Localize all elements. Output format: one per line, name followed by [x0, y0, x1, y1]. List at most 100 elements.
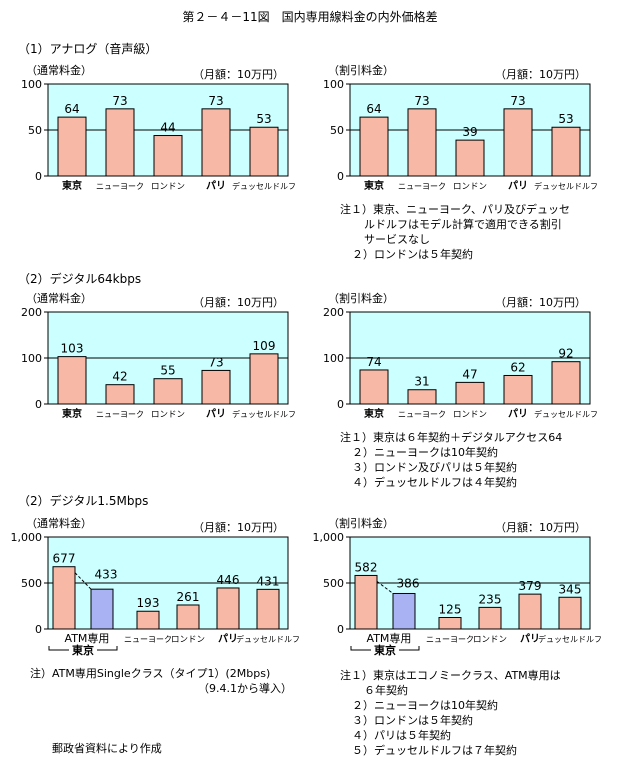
note-line: ３）ロンドンは５年契約: [352, 714, 473, 727]
bar: [438, 617, 462, 630]
note-line: ２）ニューヨークは10年契約: [352, 699, 498, 712]
value-label: 47: [462, 367, 477, 381]
value-label: 125: [439, 603, 462, 617]
category-label: ロンドン: [453, 182, 487, 192]
category-label: ニューヨーク: [398, 182, 446, 191]
y-tick-label: 0: [35, 170, 42, 183]
category-label: 東京: [364, 407, 384, 420]
bar: [90, 588, 114, 630]
analog-regular-chart: （通常料金） （月額：10万円） 0 50 100 64 東京 73 ニューヨーク 44 ロンドン 7…: [21, 63, 296, 192]
note-line: 注１）東京はエコノミークラス、ATM専用は: [340, 669, 561, 682]
bar: [551, 361, 581, 405]
y-tick-label: 100: [21, 352, 42, 365]
y-tick-label: 50: [330, 124, 344, 137]
category-label: パリ: [206, 180, 226, 192]
value-label: 433: [95, 568, 118, 582]
value-label: 64: [64, 102, 79, 116]
group-label: 東京: [374, 643, 396, 657]
value-label: 73: [414, 94, 429, 108]
value-label: 64: [366, 102, 381, 116]
bar: [201, 369, 231, 405]
chart-label: （割引料金）: [328, 63, 394, 77]
note-line: （9.4.1から導入）: [198, 682, 292, 695]
category-label: デュッセルドルフ: [232, 181, 296, 191]
value-label: 582: [355, 560, 378, 574]
unit-label: （月額：10万円）: [193, 521, 284, 534]
bar: [551, 126, 581, 177]
value-label: 193: [137, 596, 160, 610]
note-line: サービスなし: [364, 233, 430, 246]
category-label: ロンドン: [453, 410, 487, 420]
digital64-regular-chart: （通常料金） （月額：10万円） 0 100 200 103 東京 42 ニューヨーク 55 ロンド…: [21, 291, 296, 420]
category-label: パリ: [508, 408, 528, 420]
category-label: 東京: [62, 407, 82, 420]
section-label-digital-1-5m: （2）デジタル1.5Mbps: [18, 494, 149, 508]
note-line: ４）デュッセルドルフは４年契約: [352, 476, 517, 489]
chart-label: （通常料金）: [26, 63, 92, 77]
value-label: 53: [256, 112, 271, 126]
value-label: 235: [479, 592, 502, 606]
atm-label: ATM専用: [367, 632, 412, 645]
bar: [407, 389, 437, 405]
y-tick-label: 50: [28, 124, 42, 137]
category-label: パリ: [520, 633, 540, 645]
bar: [455, 381, 485, 405]
value-label: 62: [510, 360, 525, 374]
category-label: パリ: [508, 180, 528, 192]
chart-label: （通常料金）: [26, 516, 92, 530]
value-label: 73: [510, 94, 525, 108]
group-label: 東京: [72, 643, 94, 657]
chart-label: （割引料金）: [328, 291, 394, 305]
bar: [518, 593, 542, 630]
y-tick-label: 0: [337, 623, 344, 636]
digital64-discount-notes: 注１）東京は６年契約＋デジタルアクセス64 ２）ニューヨークは10年契約 ３）ロ…: [340, 430, 562, 490]
value-label: 103: [61, 342, 84, 356]
bar: [52, 566, 76, 630]
category-label: ロンドン: [473, 635, 507, 645]
category-label: 東京: [62, 179, 82, 192]
y-tick-label: 0: [337, 398, 344, 411]
y-tick-label: 100: [323, 78, 344, 91]
bar: [136, 610, 160, 630]
y-tick-label: 200: [323, 306, 344, 319]
unit-label: （月額：10万円）: [495, 521, 586, 534]
note-line: ６年契約: [364, 684, 408, 697]
y-tick-label: 1,000: [313, 531, 345, 544]
source-note: 郵政省資料により作成: [52, 742, 162, 755]
y-tick-label: 500: [323, 577, 344, 590]
unit-label: （月額：10万円）: [495, 296, 586, 309]
group-label-bg: [371, 644, 399, 656]
bar: [359, 369, 389, 405]
value-label: 261: [177, 590, 200, 604]
value-label: 44: [160, 121, 175, 135]
value-label: 42: [112, 370, 127, 384]
y-tick-label: 500: [21, 577, 42, 590]
category-label: デュッセルドルフ: [236, 634, 300, 644]
atm-connector: [74, 572, 92, 590]
y-tick-label: 100: [21, 78, 42, 91]
value-label: 345: [559, 582, 582, 596]
bar: [105, 108, 135, 177]
digital15-discount-chart: （割引料金） （月額：10万円） 0 500 1,000 582 386 125 ニューヨーク 2…: [313, 516, 603, 657]
bar: [176, 604, 200, 630]
chart-label: （割引料金）: [328, 516, 394, 530]
unit-label: （月額：10万円）: [193, 296, 284, 309]
value-label: 386: [397, 576, 420, 590]
category-label: デュッセルドルフ: [538, 634, 602, 644]
value-label: 31: [414, 375, 429, 389]
category-label: ニューヨーク: [398, 410, 446, 419]
analog-discount-notes: 注１）東京、ニューヨーク、パリ及びデュッセ ルドルフはモデル計算で適用できる割引…: [340, 202, 570, 262]
note-line: 注１）東京は６年契約＋デジタルアクセス64: [340, 431, 563, 444]
category-label: ニューヨーク: [426, 635, 474, 644]
unit-label: （月額：10万円）: [193, 68, 284, 81]
digital15-discount-notes: 注１）東京はエコノミークラス、ATM専用は ６年契約 ２）ニューヨークは10年契…: [340, 668, 561, 758]
value-label: 379: [519, 579, 542, 593]
note-line: ４）パリは５年契約: [352, 729, 451, 742]
bar: [153, 135, 183, 177]
note-line: 注）ATM専用Singleクラス（タイプ1）(2Mbps): [30, 667, 271, 680]
note-line: ルドルフはモデル計算で適用できる割引: [364, 218, 562, 231]
value-label: 109: [253, 339, 276, 353]
digital64-discount-chart: （割引料金） （月額：10万円） 0 100 200 74 東京 31 ニューヨーク 47 ロンドン…: [323, 291, 598, 420]
bar: [57, 356, 87, 405]
value-label: 73: [208, 355, 223, 369]
